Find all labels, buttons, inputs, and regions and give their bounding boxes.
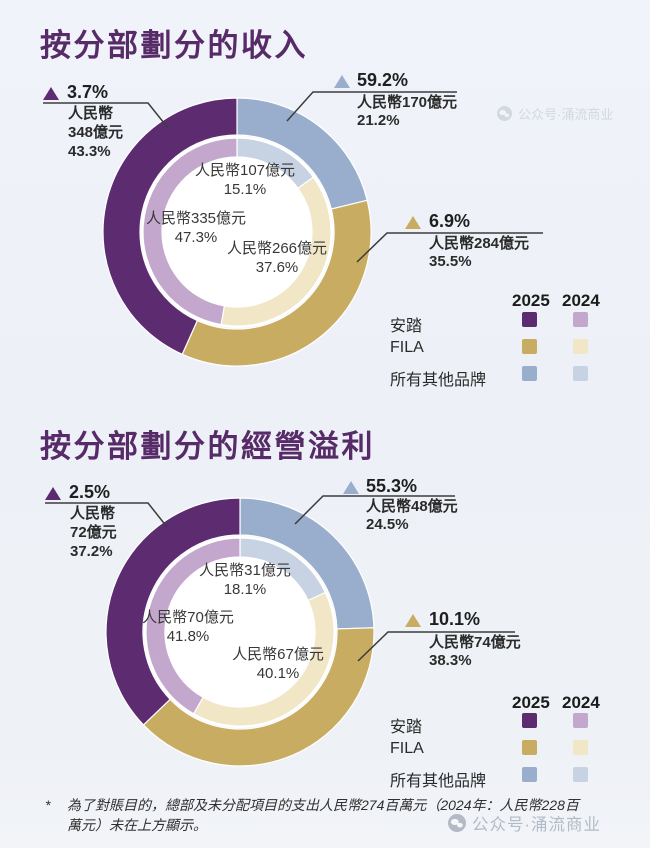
callout-line: 37.2%: [70, 543, 113, 560]
donut-segment: [105, 497, 241, 726]
watermark-text: 公众号·涌流商业: [472, 816, 601, 834]
profit-fila-2024-label: 人民幣67億元 40.1%: [188, 646, 368, 683]
callout-line: 人民幣170億元: [357, 94, 458, 111]
callout-line: 348億元: [68, 124, 124, 141]
donut-segment: [102, 97, 238, 356]
legend-label: FILA: [390, 339, 424, 356]
watermark-top: 公众号·涌流商业: [497, 104, 613, 123]
callout-line: 72億元: [70, 524, 117, 541]
callout-line: 人民幣: [68, 105, 114, 122]
profit-chart-title: 按分部劃分的經營溢利: [40, 429, 375, 464]
legend-year-2025: 2025: [512, 291, 550, 310]
percent-label: 47.3%: [174, 228, 218, 246]
other-2025-swatch: [522, 767, 537, 782]
donut-segment: [142, 137, 238, 326]
callout-values: 人民幣74億元 38.3%: [429, 634, 521, 669]
profit-legend: 2025 2024 安踏 FILA 所有其他品牌: [390, 693, 620, 790]
revenue-anta-2024-label: 人民幣335億元 47.3%: [106, 210, 286, 247]
other-2024-swatch: [573, 366, 588, 381]
callout-values: 人民幣 348億元 43.3%: [68, 104, 123, 161]
yoy-percent: 59.2%: [357, 70, 409, 90]
value-label: 人民幣266億元: [226, 240, 328, 257]
wechat-icon: [497, 106, 512, 121]
value-label: 人民幣335億元: [145, 210, 247, 227]
other-2024-swatch: [573, 767, 588, 782]
anta-2024-swatch: [573, 713, 588, 728]
footnote-marker: *: [45, 797, 51, 813]
callout-line: 21.2%: [357, 111, 400, 129]
anta-2025-swatch: [522, 713, 537, 728]
triangle-up-icon: [334, 75, 350, 88]
revenue-fila-2024-label: 人民幣266億元 37.6%: [187, 240, 367, 277]
revenue-other-2024-label: 人民幣107億元 15.1%: [155, 162, 335, 199]
callout-values: 人民幣 72億元 37.2%: [70, 504, 117, 561]
percent-label: 15.1%: [223, 180, 267, 198]
donut-segment: [145, 537, 241, 715]
revenue-donut-chart: [102, 97, 372, 367]
callout-line: 人民幣284億元: [429, 235, 530, 252]
yoy-percent: 10.1%: [429, 609, 481, 629]
callout-line: 35.5%: [429, 252, 472, 270]
anta-2024-swatch: [573, 312, 588, 327]
legend-year-2025: 2025: [512, 693, 550, 712]
watermark-text: 公众号·涌流商业: [518, 107, 614, 122]
revenue-chart-title: 按分部劃分的收入: [40, 28, 308, 63]
value-label: 人民幣67億元: [232, 646, 324, 663]
triangle-up-icon: [43, 87, 59, 100]
value-label: 人民幣107億元: [194, 162, 296, 179]
fila-2025-swatch: [522, 740, 537, 755]
watermark-bottom: 公众号·涌流商业: [448, 811, 601, 835]
fila-2025-swatch: [522, 339, 537, 354]
percent-label: 40.1%: [256, 664, 300, 682]
donut-center: [141, 136, 333, 328]
callout-values: 人民幣48億元 24.5%: [366, 498, 458, 533]
donut-center: [144, 536, 336, 728]
legend-label: FILA: [390, 740, 424, 757]
percent-label: 18.1%: [223, 580, 267, 598]
callout-line: 38.3%: [429, 651, 472, 669]
callout-line: 人民幣48億元: [366, 498, 458, 515]
footnote-text: 為了對賬目的，總部及未分配項目的支出人民幣274百萬元（2024年：人民幣228…: [67, 797, 579, 833]
yoy-percent: 3.7%: [67, 82, 109, 102]
callout-line: 人民幣74億元: [429, 634, 521, 651]
yoy-percent: 2.5%: [69, 482, 111, 502]
other-2025-swatch: [522, 366, 537, 381]
legend-label: 所有其他品牌: [390, 773, 487, 790]
legend-year-2024: 2024: [562, 291, 600, 310]
callout-line: 43.3%: [68, 143, 111, 160]
wechat-icon: [448, 814, 466, 832]
triangle-up-icon: [45, 487, 61, 500]
revenue-legend: 2025 2024 安踏 FILA 所有其他品牌: [390, 291, 620, 389]
fila-2024-swatch: [573, 740, 588, 755]
callout-values: 人民幣284億元 35.5%: [429, 235, 529, 270]
value-label: 人民幣70億元: [142, 609, 234, 626]
profit-anta-2024-label: 人民幣70億元 41.8%: [98, 609, 278, 646]
percent-label: 41.8%: [166, 627, 210, 645]
yoy-percent: 55.3%: [366, 476, 418, 496]
percent-label: 37.6%: [255, 258, 299, 276]
profit-other-2024-label: 人民幣31億元 18.1%: [155, 562, 335, 599]
triangle-up-icon: [405, 614, 421, 627]
callout-line: 24.5%: [366, 515, 409, 533]
legend-label: 所有其他品牌: [390, 372, 487, 389]
callout-line: 人民幣: [70, 505, 116, 522]
anta-2025-swatch: [522, 312, 537, 327]
value-label: 人民幣31億元: [199, 562, 291, 579]
legend-label: 安踏: [390, 318, 423, 335]
fila-2024-swatch: [573, 339, 588, 354]
donut-segment: [142, 627, 375, 767]
footnote: * 為了對賬目的，總部及未分配項目的支出人民幣274百萬元（2024年：人民幣2…: [45, 796, 605, 835]
yoy-percent: 6.9%: [429, 211, 471, 231]
triangle-up-icon: [405, 216, 421, 229]
legend-year-2024: 2024: [562, 693, 600, 712]
profit-donut-chart: [105, 497, 375, 767]
triangle-up-icon: [343, 481, 359, 494]
legend-label: 安踏: [390, 719, 423, 736]
callout-values: 人民幣170億元 21.2%: [357, 94, 457, 129]
